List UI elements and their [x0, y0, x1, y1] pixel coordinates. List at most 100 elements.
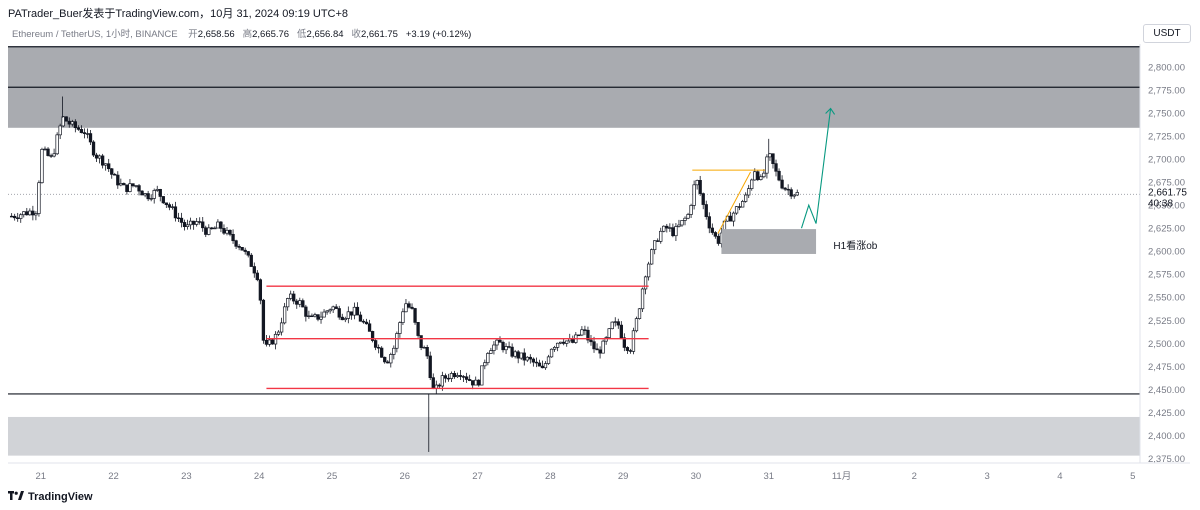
candle-body [228, 229, 232, 235]
candle-body [546, 356, 551, 364]
candle-body [167, 204, 172, 208]
candle-body [789, 189, 793, 197]
candle-body [407, 303, 411, 308]
candle-body [625, 347, 630, 351]
candle-body [231, 233, 235, 242]
candle-body [480, 365, 484, 386]
candle-body [701, 193, 705, 205]
candle-body [653, 240, 657, 251]
candle-body [634, 318, 639, 332]
candle-body [82, 132, 87, 134]
candle-body [355, 306, 360, 316]
candle-body [410, 306, 414, 309]
candle-body [137, 185, 141, 192]
candle-body [728, 215, 733, 222]
candle-body [267, 339, 272, 345]
candle-body [413, 308, 417, 323]
candle-body [674, 226, 678, 237]
candle-body [489, 350, 493, 354]
demand-zone [8, 416, 1140, 456]
close-value: 2,661.75 [360, 29, 398, 40]
brand-text: TradingView [28, 491, 93, 503]
candle-body [765, 156, 769, 174]
candle-body [325, 310, 329, 313]
candle-body [28, 210, 32, 216]
currency-button[interactable]: USDT [1143, 24, 1191, 43]
y-tick-label: 2,425.00 [1148, 408, 1185, 419]
candle-body [67, 120, 71, 125]
candle-body [671, 227, 675, 237]
candle-body [240, 247, 244, 251]
candle-body [650, 249, 654, 265]
candle-body [349, 311, 354, 316]
candle-body [534, 361, 539, 364]
candle-body [686, 214, 690, 219]
candle-body [786, 188, 790, 191]
candle-body [568, 338, 572, 342]
candle-body [656, 240, 660, 242]
candle-body [282, 306, 287, 324]
x-tick-label: 24 [254, 471, 265, 482]
low-label: 低 [297, 29, 307, 40]
x-tick-label: 31 [763, 471, 774, 482]
x-tick-label: 22 [108, 471, 119, 482]
candle-body [198, 221, 202, 223]
candle-body [188, 220, 193, 226]
close-label: 收 [351, 29, 361, 40]
candle-body [646, 263, 651, 278]
change-value: +3.19 (+0.12%) [405, 29, 472, 40]
candle-body [795, 192, 799, 196]
candle-body [519, 352, 523, 359]
candle-body [619, 324, 623, 339]
candle-body [389, 354, 393, 364]
candle-body [252, 266, 256, 274]
x-tick-label: 23 [181, 471, 192, 482]
last-price-label: 2,661.75 [1148, 187, 1187, 198]
candle-body [522, 352, 526, 361]
candle-body [13, 215, 17, 219]
publisher-text: PATrader_Buer发表于TradingView.com，10月 31, … [8, 8, 349, 20]
candle-body [161, 196, 165, 204]
candle-body [386, 361, 390, 364]
candle-body [367, 323, 372, 332]
candle-body [589, 339, 593, 343]
candle-body [507, 346, 511, 348]
y-tick-label: 2,625.00 [1148, 224, 1185, 235]
symbol-name[interactable]: Ethereum / TetherUS, 1小时, BINANCE [12, 29, 178, 40]
candle-body [552, 347, 557, 350]
candle-body [416, 322, 420, 336]
candle-body [204, 227, 208, 235]
candle-body [759, 176, 763, 180]
candle-body [601, 340, 605, 354]
candle-body [234, 240, 238, 247]
candle-body [43, 148, 47, 151]
candle-body [483, 362, 487, 367]
y-tick-label: 2,800.00 [1148, 63, 1185, 74]
candle-body [616, 321, 620, 326]
candle-body [461, 376, 466, 378]
candle-body [471, 380, 475, 386]
candle-body [537, 362, 542, 367]
x-tick-label: 2 [912, 471, 917, 482]
price-chart[interactable]: H1看涨ob2,375.002,400.002,425.002,450.002,… [0, 0, 1200, 490]
candle-body [695, 180, 699, 186]
candle-body [446, 377, 451, 380]
candle-body [455, 375, 460, 378]
candle-body [744, 194, 748, 202]
candle-body [734, 206, 739, 214]
candle-body [225, 229, 229, 234]
candle-body [677, 224, 681, 227]
candle-body [140, 190, 144, 196]
candle-body [270, 339, 275, 345]
candle-body [361, 320, 366, 323]
candle-body [286, 298, 290, 308]
candle-body [31, 210, 35, 216]
candle-body [468, 379, 472, 381]
candle-body [122, 183, 126, 186]
candle-body [249, 254, 253, 267]
candle-body [768, 153, 772, 158]
candle-body [49, 155, 53, 157]
candle-body [431, 377, 435, 389]
candle-body [516, 351, 520, 359]
candle-body [88, 133, 93, 143]
